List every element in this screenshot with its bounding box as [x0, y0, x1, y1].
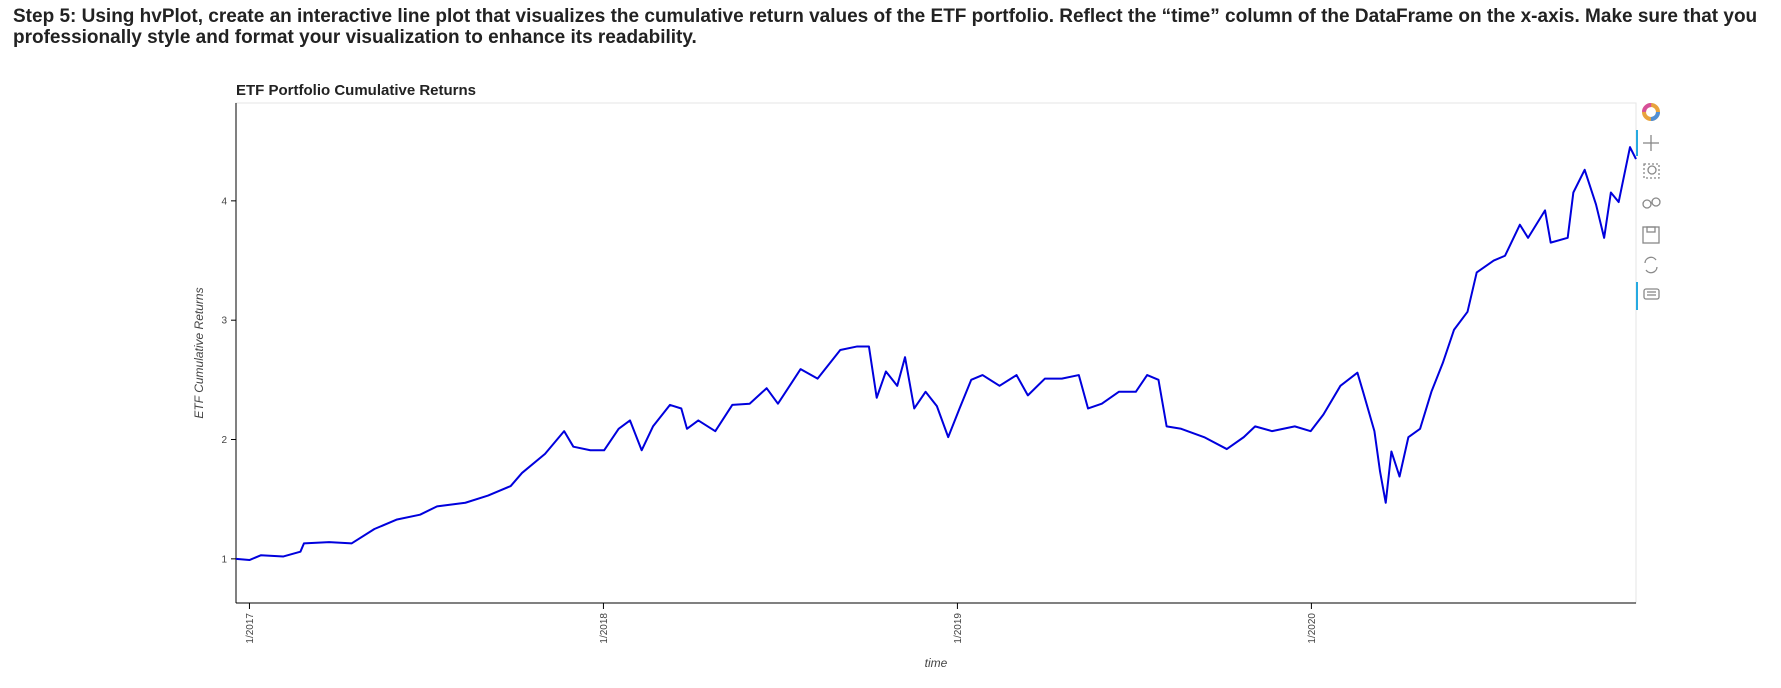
y-tick-label: 3 — [221, 316, 227, 327]
line-series — [235, 146, 1637, 562]
hover-tool[interactable] — [1643, 288, 1660, 300]
wheel-zoom-tool[interactable] — [1642, 197, 1661, 209]
x-tick-label: 1/2020 — [1307, 613, 1318, 644]
pan-tool[interactable] — [1643, 135, 1659, 151]
y-tick-label: 1 — [221, 554, 227, 565]
x-tick-label: 1/2018 — [599, 613, 610, 644]
bokeh-logo[interactable] — [1642, 103, 1660, 121]
step-heading: Step 5: Using hvPlot, create an interact… — [13, 6, 1758, 48]
x-tick-label: 1/2017 — [245, 613, 256, 644]
y-axis-label: ETF Cumulative Returns — [192, 287, 206, 418]
save-tool[interactable] — [1642, 226, 1660, 244]
x-axis-label: time — [925, 656, 948, 670]
x-tick-label: 1/2019 — [953, 613, 964, 644]
y-tick-label: 2 — [221, 435, 227, 446]
plot-outline — [235, 102, 1637, 604]
chart-title: ETF Portfolio Cumulative Returns — [236, 82, 476, 99]
box-zoom-tool[interactable] — [1643, 163, 1660, 179]
toolbar — [1636, 103, 1661, 310]
y-tick-label: 4 — [221, 196, 227, 207]
reset-tool[interactable] — [1644, 256, 1658, 274]
